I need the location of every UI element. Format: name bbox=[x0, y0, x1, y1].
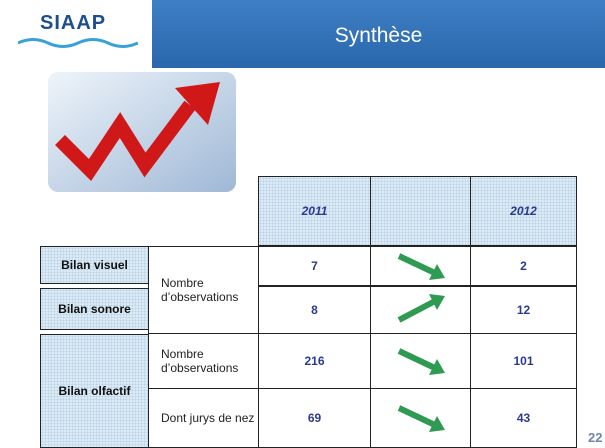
measure-label: Nombre d’observations bbox=[148, 246, 259, 334]
trend-arrow bbox=[389, 400, 453, 436]
value-cell: 2 bbox=[470, 246, 577, 286]
measure-label: Dont jurys de nez bbox=[148, 388, 259, 448]
slide-title: Synthèse bbox=[152, 24, 605, 48]
measure-label: Nombre d’observations bbox=[148, 333, 259, 389]
trend-arrow bbox=[389, 292, 453, 328]
trend-arrow bbox=[389, 343, 453, 379]
trend-icon bbox=[40, 70, 240, 195]
value-cell: 101 bbox=[470, 333, 577, 389]
logo-area: SIAAP bbox=[0, 0, 152, 68]
year-header: 2011 bbox=[258, 176, 371, 246]
group-label: Bilan olfactif bbox=[40, 334, 149, 448]
title-bar: Synthèse bbox=[152, 0, 605, 68]
trend-arrow bbox=[389, 248, 453, 284]
value-cell: 12 bbox=[470, 286, 577, 334]
logo: SIAAP bbox=[40, 12, 106, 35]
year-header: 2012 bbox=[470, 176, 577, 246]
value-cell: 216 bbox=[258, 333, 371, 389]
trend-cell bbox=[370, 246, 471, 286]
value-cell: 69 bbox=[258, 388, 371, 448]
value-cell: 43 bbox=[470, 388, 577, 448]
trend-cell bbox=[370, 333, 471, 389]
slide: SIAAP Synthèse 2011 2012 Bilan visuel Bi… bbox=[0, 0, 605, 448]
trend-cell bbox=[370, 286, 471, 334]
header-cell bbox=[370, 176, 471, 246]
page-number: 22 bbox=[588, 430, 602, 445]
group-label: Bilan sonore bbox=[40, 288, 149, 330]
value-cell: 8 bbox=[258, 286, 371, 334]
value-cell: 7 bbox=[258, 246, 371, 286]
group-label: Bilan visuel bbox=[40, 246, 149, 284]
trend-cell bbox=[370, 388, 471, 448]
logo-wave bbox=[18, 36, 138, 50]
